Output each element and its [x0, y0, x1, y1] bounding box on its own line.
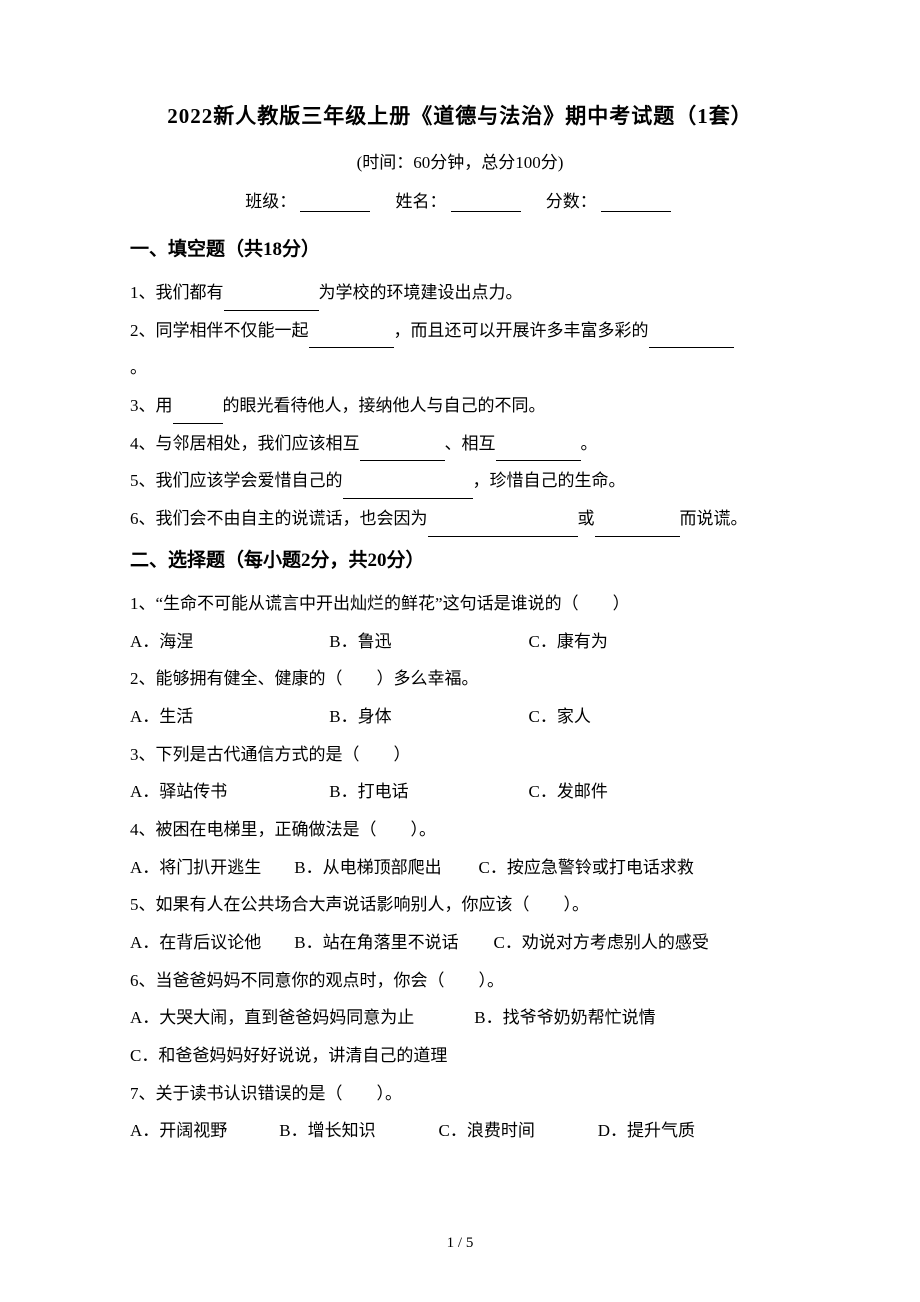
s2-q1-options: A．海涅 B．鲁迅 C．康有为 [130, 624, 790, 660]
name-blank[interactable] [451, 195, 521, 212]
s1-q1-post: 为学校的环境建设出点力。 [319, 283, 523, 302]
s2-q6: 6、当爸爸妈妈不同意你的观点时，你会（ ）。 [130, 963, 790, 999]
class-label: 班级： [245, 192, 296, 211]
s2-q3: 3、下列是古代通信方式的是（ ） [130, 737, 790, 773]
exam-title: 2022新人教版三年级上册《道德与法治》期中考试题（1套） [130, 100, 790, 130]
s1-q4: 4、与邻居相处，我们应该相互 、相互 。 [130, 426, 790, 462]
s2-q3-options: A．驿站传书 B．打电话 C．发邮件 [130, 774, 790, 810]
s2-q4-a[interactable]: A．将门扒开逃生 [130, 850, 290, 886]
s2-q6-c[interactable]: C．和爸爸妈妈好好说说，讲清自己的道理 [130, 1038, 447, 1074]
s1-q6-mid: 或 [578, 509, 595, 528]
s2-q1-c[interactable]: C．康有为 [529, 624, 608, 660]
s2-q4-options: A．将门扒开逃生 B．从电梯顶部爬出 C．按应急警铃或打电话求救 [130, 850, 790, 886]
s1-q3-post: 的眼光看待他人，接纳他人与自己的不同。 [223, 396, 546, 415]
s2-q6-b[interactable]: B．找爷爷奶奶帮忙说情 [474, 1000, 655, 1036]
s2-q2-options: A．生活 B．身体 C．家人 [130, 699, 790, 735]
s2-q3-a[interactable]: A．驿站传书 [130, 774, 325, 810]
s1-q4-post: 。 [581, 434, 598, 453]
s2-q1-b[interactable]: B．鲁迅 [329, 624, 524, 660]
s2-q4: 4、被困在电梯里，正确做法是（ ）。 [130, 812, 790, 848]
s2-q5-a[interactable]: A．在背后议论他 [130, 925, 290, 961]
s1-q2-mid: ，而且还可以开展许多丰富多彩的 [394, 321, 649, 340]
s1-q6-blank2[interactable] [595, 520, 680, 537]
s1-q5-blank[interactable] [343, 482, 473, 499]
s2-q5-c[interactable]: C．劝说对方考虑别人的感受 [494, 925, 709, 961]
s1-q4-pre: 4、与邻居相处，我们应该相互 [130, 434, 360, 453]
s1-q3-blank[interactable] [173, 407, 223, 424]
score-label: 分数： [546, 192, 597, 211]
s2-q7-b[interactable]: B．增长知识 [279, 1113, 434, 1149]
s2-q4-c[interactable]: C．按应急警铃或打电话求救 [479, 850, 694, 886]
student-info-line: 班级： 姓名： 分数： [130, 187, 790, 212]
s1-q2-pre: 2、同学相伴不仅能一起 [130, 321, 309, 340]
s1-q2: 2、同学相伴不仅能一起 ，而且还可以开展许多丰富多彩的 [130, 313, 790, 349]
s2-q2-a[interactable]: A．生活 [130, 699, 325, 735]
s1-q1-pre: 1、我们都有 [130, 283, 224, 302]
s1-q5-post: ，珍惜自己的生命。 [473, 471, 626, 490]
s2-q1-a[interactable]: A．海涅 [130, 624, 325, 660]
section1-header: 一、填空题（共18分） [130, 234, 790, 261]
s2-q2: 2、能够拥有健全、健康的（ ）多么幸福。 [130, 661, 790, 697]
s1-q4-blank1[interactable] [360, 444, 445, 461]
s2-q7-options: A．开阔视野 B．增长知识 C．浪费时间 D．提升气质 [130, 1113, 790, 1149]
score-blank[interactable] [601, 195, 671, 212]
s1-q2-end: 。 [130, 350, 790, 386]
s2-q5: 5、如果有人在公共场合大声说话影响别人，你应该（ ）。 [130, 887, 790, 923]
s2-q6-a[interactable]: A．大哭大闹，直到爸爸妈妈同意为止 [130, 1000, 470, 1036]
s1-q3: 3、用 的眼光看待他人，接纳他人与自己的不同。 [130, 388, 790, 424]
s1-q6-blank1[interactable] [428, 520, 578, 537]
s1-q5: 5、我们应该学会爱惜自己的 ，珍惜自己的生命。 [130, 463, 790, 499]
s2-q6-options-line2: C．和爸爸妈妈好好说说，讲清自己的道理 [130, 1038, 790, 1074]
s1-q1: 1、我们都有 为学校的环境建设出点力。 [130, 275, 790, 311]
s2-q3-b[interactable]: B．打电话 [329, 774, 524, 810]
s2-q5-b[interactable]: B．站在角落里不说话 [294, 925, 489, 961]
exam-subtitle: (时间：60分钟，总分100分) [130, 148, 790, 173]
s2-q1: 1、“生命不可能从谎言中开出灿烂的鲜花”这句话是谁说的（ ） [130, 586, 790, 622]
s1-q2-blank2[interactable] [649, 331, 734, 348]
s1-q5-pre: 5、我们应该学会爱惜自己的 [130, 471, 343, 490]
s1-q6-pre: 6、我们会不由自主的说谎话，也会因为 [130, 509, 428, 528]
section2-header: 二、选择题（每小题2分，共20分） [130, 545, 790, 572]
s2-q7: 7、关于读书认识错误的是（ ）。 [130, 1076, 790, 1112]
s1-q4-mid: 、相互 [445, 434, 496, 453]
s1-q1-blank[interactable] [224, 294, 319, 311]
s2-q2-b[interactable]: B．身体 [329, 699, 524, 735]
page-number: 1 / 5 [0, 1235, 920, 1252]
s2-q7-a[interactable]: A．开阔视野 [130, 1113, 275, 1149]
s1-q4-blank2[interactable] [496, 444, 581, 461]
s1-q2-blank1[interactable] [309, 331, 394, 348]
class-blank[interactable] [300, 195, 370, 212]
s1-q6-post: 而说谎。 [680, 509, 748, 528]
s1-q3-pre: 3、用 [130, 396, 173, 415]
s2-q5-options: A．在背后议论他 B．站在角落里不说话 C．劝说对方考虑别人的感受 [130, 925, 790, 961]
s2-q4-b[interactable]: B．从电梯顶部爬出 [294, 850, 474, 886]
s2-q6-options-line1: A．大哭大闹，直到爸爸妈妈同意为止 B．找爷爷奶奶帮忙说情 [130, 1000, 790, 1036]
s2-q3-c[interactable]: C．发邮件 [529, 774, 608, 810]
s1-q6: 6、我们会不由自主的说谎话，也会因为 或 而说谎。 [130, 501, 790, 537]
s2-q2-c[interactable]: C．家人 [529, 699, 591, 735]
s2-q7-c[interactable]: C．浪费时间 [439, 1113, 594, 1149]
s2-q7-d[interactable]: D．提升气质 [598, 1113, 695, 1149]
name-label: 姓名： [396, 192, 447, 211]
